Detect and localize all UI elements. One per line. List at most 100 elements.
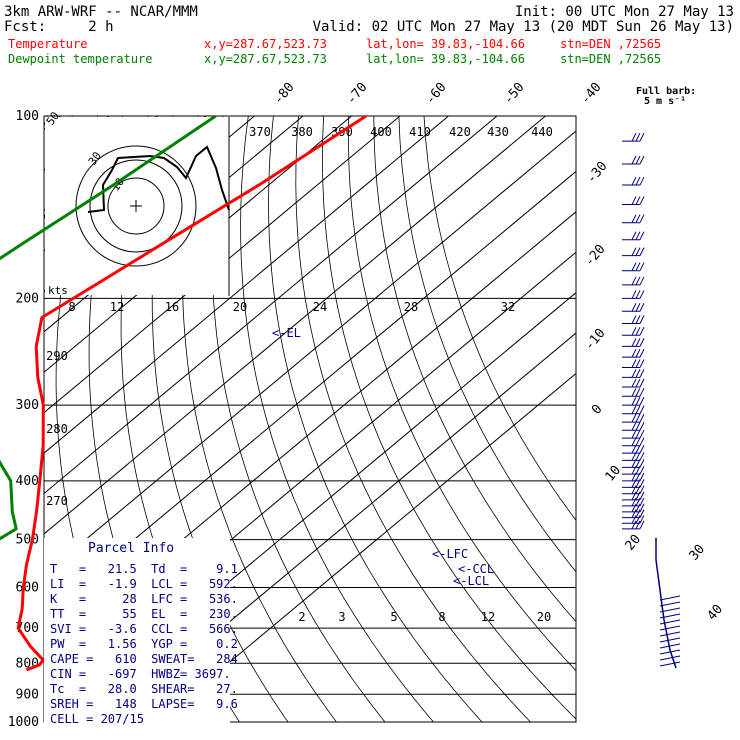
low-level-wind-barb: [659, 607, 681, 613]
low-level-wind-barb: [659, 619, 681, 625]
wind-barb-flag: [631, 326, 637, 336]
wind-barb-flag: [631, 465, 637, 475]
wind-barb-flag: [639, 338, 645, 347]
wind-barb-flag: [631, 176, 637, 186]
low-level-wind-barb: [659, 637, 681, 643]
wind-barb-flag: [639, 503, 645, 513]
isotherm: [0, 116, 12, 735]
wind-barb-flag: [631, 378, 637, 388]
dry-adiabat: [211, 116, 386, 722]
hodo-speed-label: 20: [233, 300, 247, 314]
dry-adiabat: [423, 116, 576, 521]
wind-barb-flag: [631, 369, 637, 378]
isotherm-label: -20: [582, 242, 609, 270]
pressure-tick-label: 400: [16, 474, 39, 489]
isotherm-label: 0: [589, 402, 606, 418]
hodograph-ring: [89, 159, 183, 253]
pressure-tick-label: 100: [16, 109, 39, 124]
dewpoint-station: stn=DEN ,72565: [560, 52, 661, 66]
wind-barb-flag: [639, 405, 645, 414]
theta-label: 270: [46, 494, 68, 508]
parcel-info-title: Parcel Info: [88, 541, 174, 556]
low-level-wind-barbs: [655, 538, 677, 669]
wind-barb-flag: [631, 359, 637, 368]
isotherm-label: -30: [584, 159, 611, 187]
pressure-tick-label: 300: [16, 398, 39, 413]
wind-barb-flag: [635, 155, 641, 165]
mixing-ratio-label: 2: [298, 610, 305, 624]
isotherm-label: 10: [603, 463, 625, 485]
wind-barb-flag: [635, 503, 641, 513]
wind-barb-flag: [631, 348, 637, 358]
wind-barb-flag: [635, 497, 641, 507]
mixing-ratio-label: 8: [438, 610, 445, 624]
wind-barb-flag: [635, 437, 641, 446]
mixing-ratio-label: 20: [537, 610, 551, 624]
ccl-marker: <-CCL: [458, 562, 494, 576]
wind-barb-flag: [639, 413, 645, 423]
moist-adiabat: [0, 298, 3, 722]
wind-barb-flag: [635, 315, 641, 324]
wind-barb-flag: [631, 247, 637, 256]
valid-time: Valid: 02 UTC Mon 27 May 13 (20 MDT Sun …: [313, 19, 734, 35]
wind-barb-flag: [635, 247, 641, 256]
wind-barb-flag: [639, 459, 645, 468]
wind-barb-flag: [631, 196, 637, 205]
wind-barb-flag: [631, 132, 637, 142]
wind-barb-flag: [631, 429, 637, 439]
parcel-info-box: Parcel Info T = 21.5 Td = 9.1LI = -1.9 L…: [44, 538, 238, 730]
wind-barb-flag: [639, 437, 645, 446]
low-level-wind-barb: [659, 661, 681, 667]
wind-barb-flag: [631, 421, 637, 431]
wind-barb-flag: [635, 276, 641, 286]
dewpoint-profile: [0, 114, 217, 541]
wind-barb-flag: [635, 459, 641, 468]
theta-label: 440: [531, 125, 553, 139]
wind-barb-flag: [639, 465, 645, 475]
wind-barb-flag: [631, 405, 637, 414]
wind-barb-flag: [631, 155, 637, 165]
wind-barb-flag: [631, 515, 637, 524]
wind-barb-flag: [639, 132, 645, 142]
pressure-tick-label: 1000: [8, 715, 39, 730]
wind-barb-flag: [639, 479, 645, 488]
temperature-legend: Temperature: [8, 37, 87, 51]
wind-barb-flag: [635, 369, 641, 378]
wind-barb-flag: [639, 326, 645, 336]
wind-barb-flag: [639, 231, 645, 240]
hodograph-ring: [75, 145, 197, 267]
wind-barb-flag: [631, 231, 637, 240]
wind-barb-flag: [639, 485, 645, 494]
hodo-speed-label: 12: [110, 300, 124, 314]
wind-barb-flag: [639, 472, 645, 482]
pressure-tick-label: 500: [16, 533, 39, 548]
forecast-hour: Fcst: 2 h: [4, 19, 114, 35]
wind-barb-flag: [635, 348, 641, 358]
wind-barb-flag: [639, 176, 645, 186]
dewpoint-latlon: lat,lon= 39.83,-104.66: [366, 52, 525, 66]
dry-adiabat: [268, 116, 483, 722]
pressure-tick-label: 200: [16, 291, 39, 306]
wind-barb-flag: [635, 491, 641, 501]
low-level-wind-barb: [659, 625, 681, 631]
wind-barb-flag: [631, 290, 637, 299]
parcel-info-row: CIN = -697 HWBZ= 3697.: [50, 667, 231, 681]
wind-barb-flag: [639, 444, 645, 454]
theta-label: 380: [291, 125, 313, 139]
wind-barb-flag: [631, 437, 637, 446]
wind-barb-flag: [635, 290, 641, 299]
wind-barb-flag: [639, 359, 645, 368]
parcel-info-row: SREH = 148 LAPSE= 9.6: [50, 697, 238, 711]
lcl-marker: <-LCL: [453, 574, 489, 588]
parcel-info-row: SVI = -3.6 CCL = 566.: [50, 622, 238, 636]
wind-barb-flag: [639, 378, 645, 388]
wind-barb-flag: [639, 247, 645, 256]
wind-barbs: [622, 132, 681, 669]
theta-label: 370: [249, 125, 271, 139]
isotherm: [44, 116, 498, 495]
temperature-latlon: lat,lon= 39.83,-104.66: [366, 37, 525, 51]
wind-barb-flag: [631, 479, 637, 488]
theta-label: 430: [487, 125, 509, 139]
wind-barb-flag: [639, 509, 645, 518]
pressure-tick-label: 600: [16, 581, 39, 596]
